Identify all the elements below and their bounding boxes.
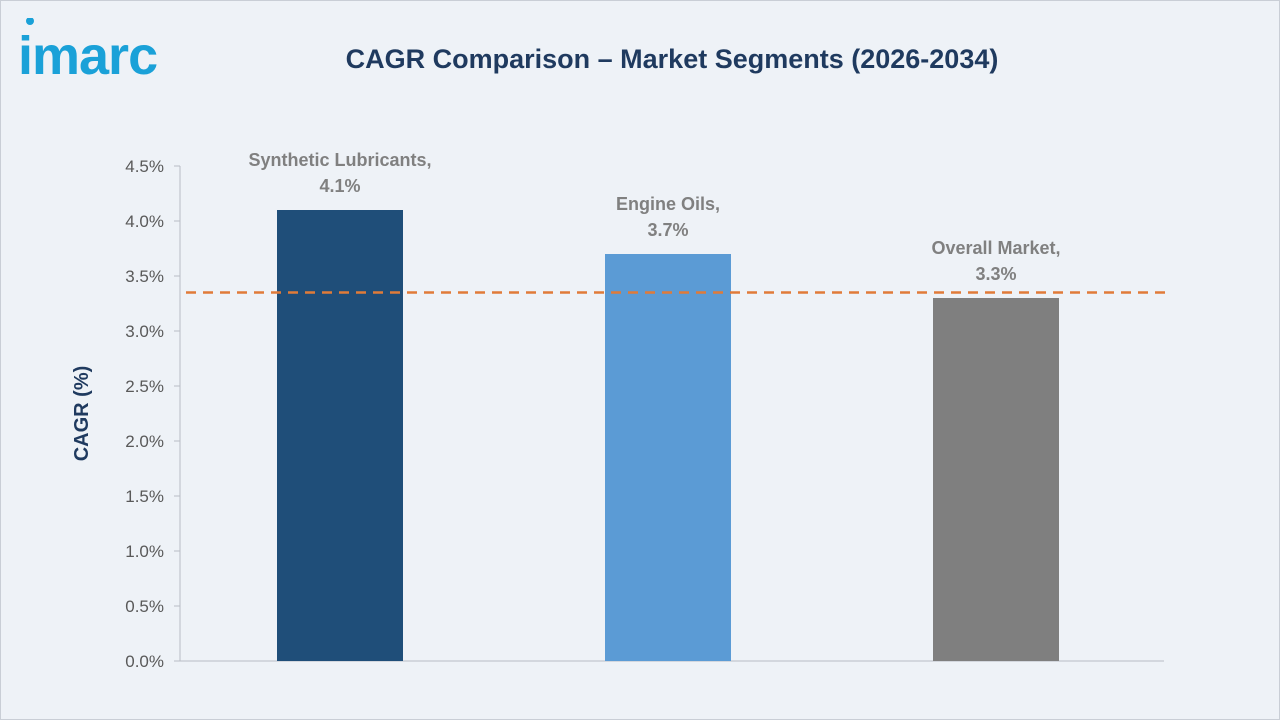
y-tick-label: 2.5% <box>125 377 164 396</box>
y-tick-label: 3.5% <box>125 267 164 286</box>
y-tick-label: 2.0% <box>125 432 164 451</box>
bar-data-label: Synthetic Lubricants, <box>248 150 431 170</box>
bar-data-label: 3.3% <box>975 264 1016 284</box>
y-tick-label: 4.5% <box>125 157 164 176</box>
y-tick-label: 0.0% <box>125 652 164 671</box>
logo-dot <box>26 18 34 25</box>
imarc-logo: imarc <box>18 18 158 82</box>
bar-overall-market <box>933 298 1059 661</box>
logo-wordmark: imarc <box>18 26 157 82</box>
y-axis-title: CAGR (%) <box>71 366 93 462</box>
y-tick-label: 1.5% <box>125 487 164 506</box>
bar-engine-oils <box>605 254 731 661</box>
bar-data-label: 4.1% <box>319 176 360 196</box>
bar-data-label: Overall Market, <box>931 238 1060 258</box>
bar-data-label: 3.7% <box>647 220 688 240</box>
y-tick-label: 1.0% <box>125 542 164 561</box>
y-tick-label: 4.0% <box>125 212 164 231</box>
y-tick-label: 0.5% <box>125 597 164 616</box>
bar-data-label: Engine Oils, <box>616 194 720 214</box>
y-tick-label: 3.0% <box>125 322 164 341</box>
bar-synthetic-lubricants <box>277 210 403 661</box>
chart-title: CAGR Comparison – Market Segments (2026-… <box>345 44 999 74</box>
